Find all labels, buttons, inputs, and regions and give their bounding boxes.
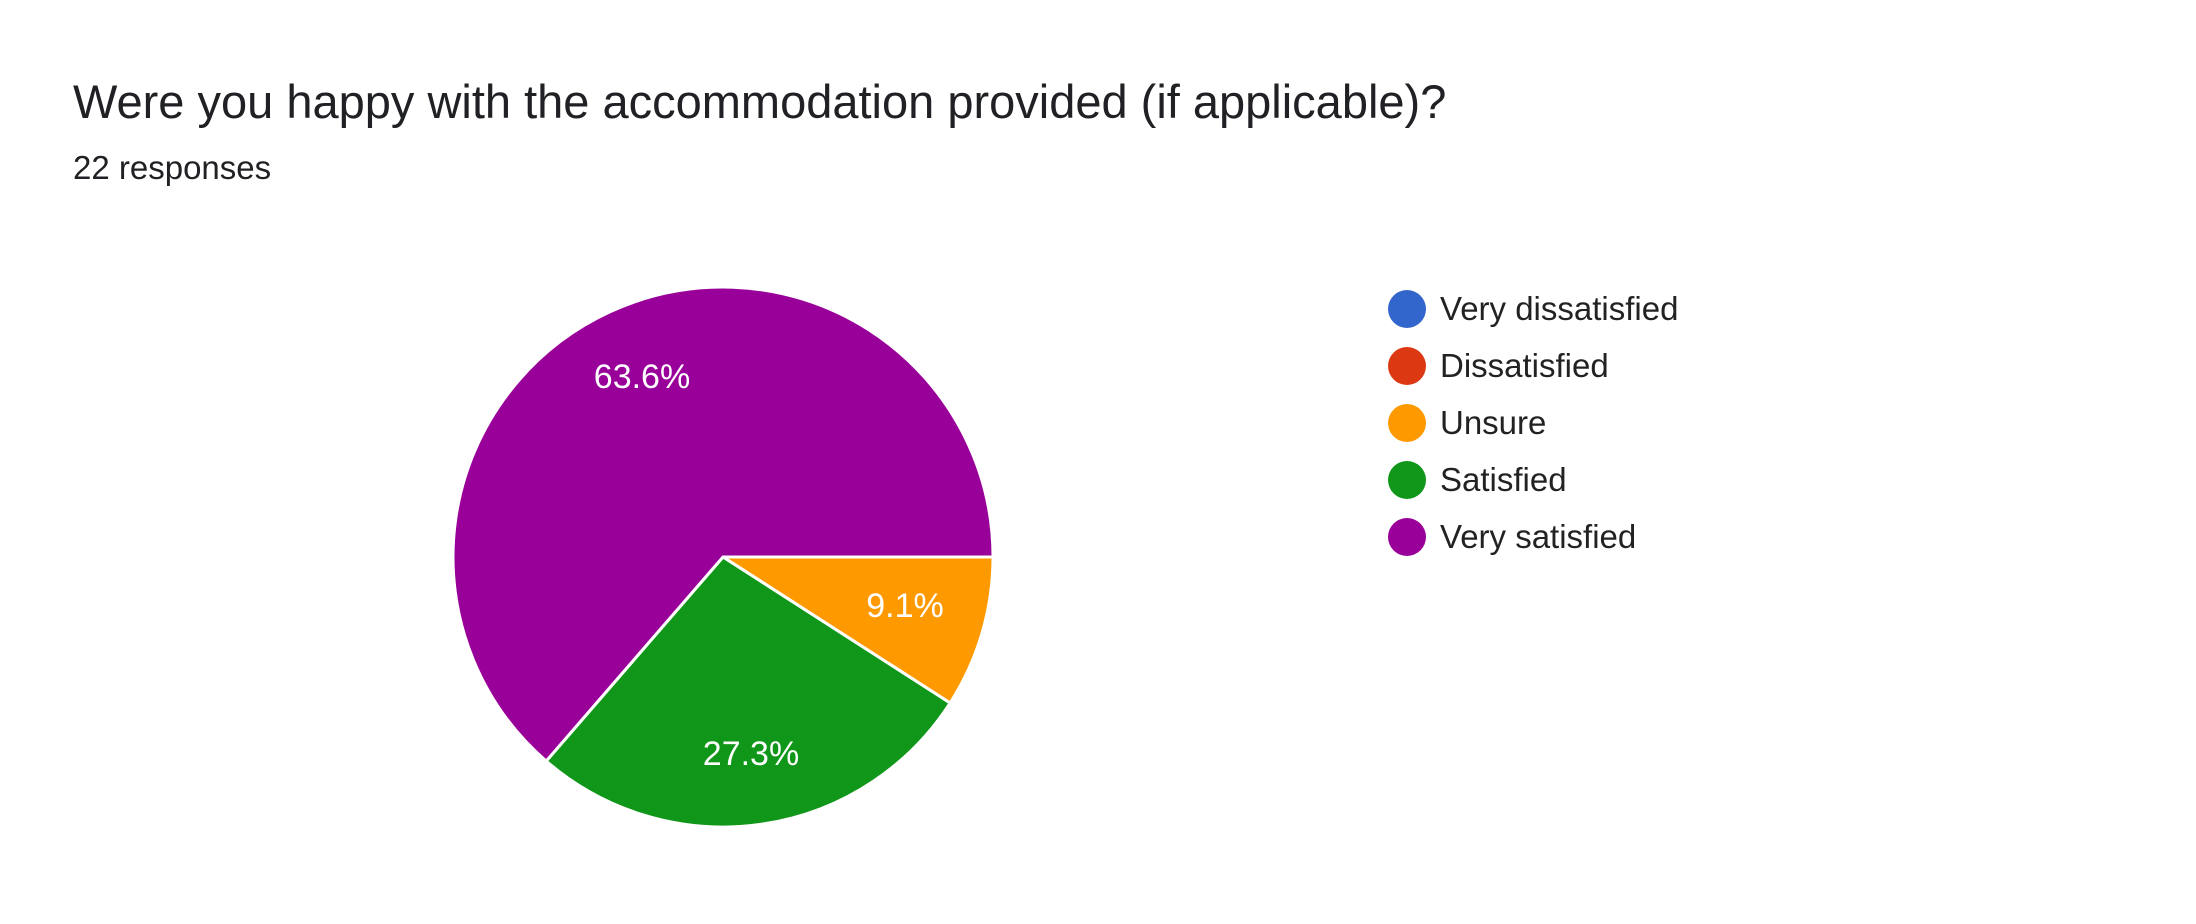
- slice-label-unsure: 9.1%: [866, 587, 944, 625]
- legend-item-unsure[interactable]: Unsure: [1388, 394, 1678, 451]
- legend-label: Unsure: [1440, 403, 1547, 441]
- legend-item-very-satisfied[interactable]: Very satisfied: [1388, 508, 1678, 565]
- slice-label-satisfied: 27.3%: [703, 735, 799, 773]
- legend-swatch-icon: [1388, 289, 1426, 328]
- legend-swatch-icon: [1388, 460, 1426, 499]
- slice-label-very-satisfied: 63.6%: [594, 358, 690, 396]
- slice-very-satisfied[interactable]: [451, 285, 995, 764]
- chart-title: Were you happy with the accommodation pr…: [73, 75, 1447, 128]
- legend-item-very-dissatisfied[interactable]: Very dissatisfied: [1388, 280, 1678, 337]
- legend-swatch-icon: [1388, 403, 1426, 442]
- legend-swatch-icon: [1388, 346, 1426, 385]
- legend-label: Very satisfied: [1440, 517, 1637, 555]
- response-count: 22 responses: [73, 149, 272, 186]
- legend-label: Satisfied: [1440, 460, 1567, 498]
- legend-swatch-icon: [1388, 517, 1426, 556]
- legend-item-satisfied[interactable]: Satisfied: [1388, 451, 1678, 508]
- chart-legend: Very dissatisfied Dissatisfied Unsure Sa…: [1388, 280, 1678, 565]
- legend-item-dissatisfied[interactable]: Dissatisfied: [1388, 337, 1678, 394]
- slice-satisfied[interactable]: [544, 555, 953, 829]
- legend-label: Dissatisfied: [1440, 346, 1609, 384]
- slice-unsure[interactable]: [717, 555, 995, 706]
- legend-label: Very dissatisfied: [1440, 289, 1679, 327]
